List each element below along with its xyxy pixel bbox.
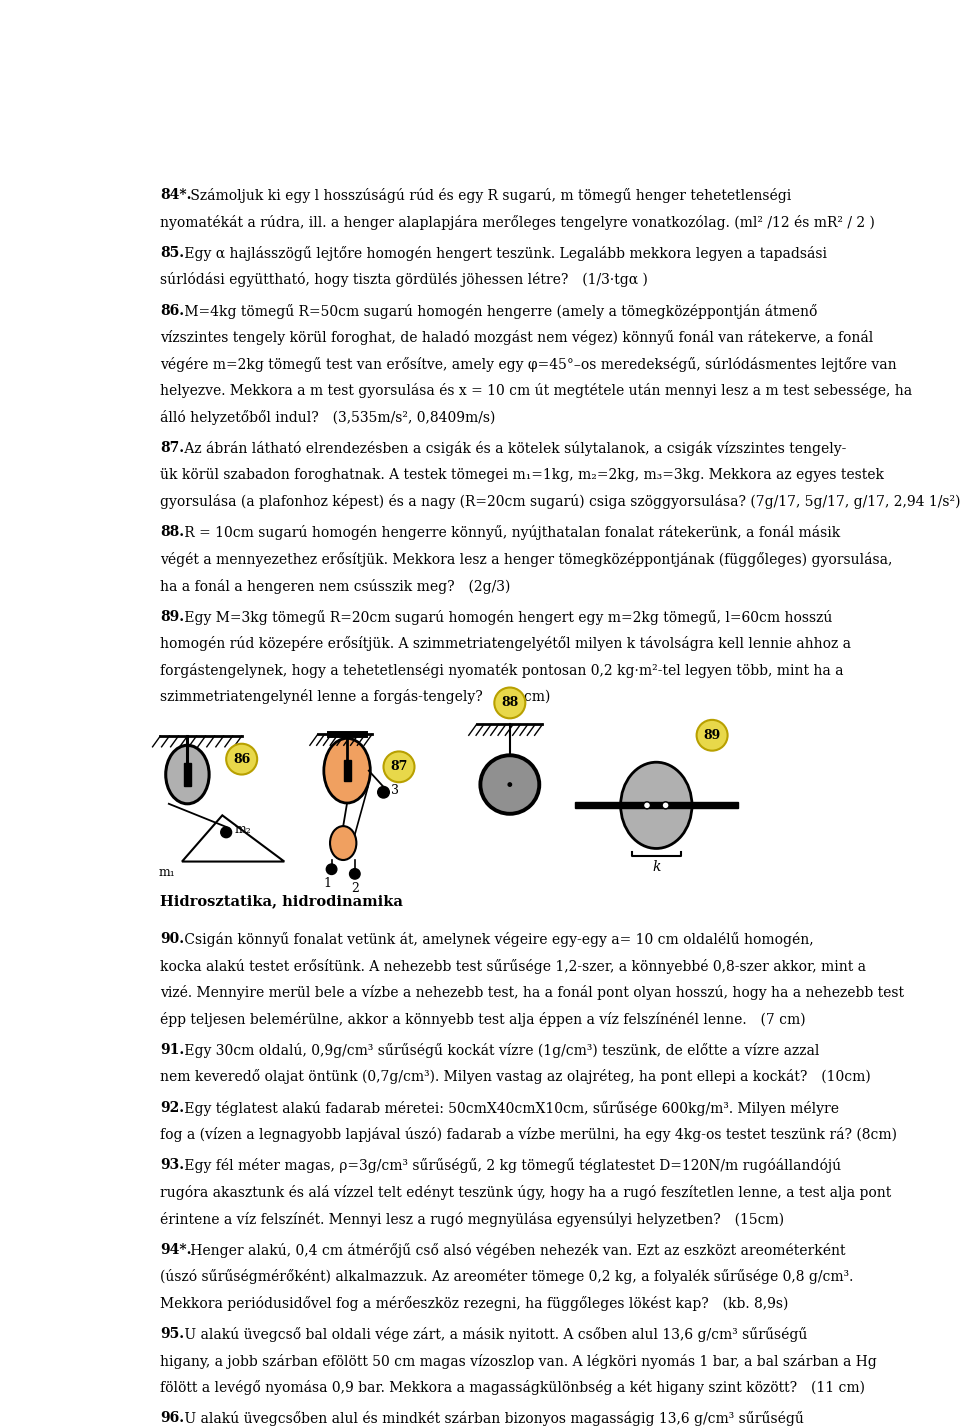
Bar bbox=[183, 763, 191, 786]
Circle shape bbox=[662, 802, 669, 809]
Text: 87: 87 bbox=[391, 761, 408, 773]
Text: Henger alakú, 0,4 cm átmérőjű cső alsó végében nehezék van. Ezt az eszközt areom: Henger alakú, 0,4 cm átmérőjű cső alsó v… bbox=[185, 1243, 845, 1257]
Circle shape bbox=[480, 755, 540, 813]
Text: 89: 89 bbox=[704, 729, 721, 742]
Text: érintene a víz felszínét. Mennyi lesz a rugó megnyülása egyensúlyi helyzetben? (: érintene a víz felszínét. Mennyi lesz a … bbox=[160, 1212, 784, 1227]
Text: M=4kg tömegű R=50cm sugarú homogén hengerre (amely a tömegközéppontján átmenő: M=4kg tömegű R=50cm sugarú homogén henge… bbox=[180, 304, 818, 318]
Ellipse shape bbox=[330, 826, 356, 860]
Text: 1: 1 bbox=[324, 878, 332, 890]
Text: nem keveredő olajat öntünk (0,7g/cm³). Milyen vastag az olajréteg, ha pont ellep: nem keveredő olajat öntünk (0,7g/cm³). M… bbox=[160, 1069, 871, 1085]
Text: U alakú üvegcsőben alul és mindkét szárban bizonyos magasságig 13,6 g/cm³ sűrűsé: U alakú üvegcsőben alul és mindkét szárb… bbox=[180, 1411, 804, 1427]
Ellipse shape bbox=[166, 745, 209, 803]
Text: 92.: 92. bbox=[160, 1100, 184, 1114]
Bar bbox=[344, 761, 350, 782]
Text: 88.: 88. bbox=[160, 525, 184, 539]
Circle shape bbox=[227, 743, 257, 775]
Ellipse shape bbox=[621, 762, 692, 849]
Text: Egy M=3kg tömegű R=20cm sugarú homogén hengert egy m=2kg tömegű, l=60cm hosszú: Egy M=3kg tömegű R=20cm sugarú homogén h… bbox=[180, 609, 832, 625]
Text: 2: 2 bbox=[351, 882, 359, 895]
Circle shape bbox=[326, 863, 337, 875]
Text: higany, a jobb szárban efölött 50 cm magas vízoszlop van. A légköri nyomás 1 bar: higany, a jobb szárban efölött 50 cm mag… bbox=[160, 1354, 877, 1368]
Circle shape bbox=[494, 688, 525, 718]
Circle shape bbox=[221, 826, 231, 838]
Text: szimmetriatengelynél lenne a forgás-tengely? (20 cm): szimmetriatengelynél lenne a forgás-teng… bbox=[160, 689, 551, 705]
Text: gyorsulása (a plafonhoz képest) és a nagy (R=20cm sugarú) csiga szöggyorsulása? : gyorsulása (a plafonhoz képest) és a nag… bbox=[160, 494, 960, 509]
Text: vizé. Mennyire merül bele a vízbe a nehezebb test, ha a fonál pont olyan hosszú,: vizé. Mennyire merül bele a vízbe a nehe… bbox=[160, 985, 904, 1000]
Text: fölött a levégő nyomása 0,9 bar. Mekkora a magasságkülönbség a két higany szint : fölött a levégő nyomása 0,9 bar. Mekkora… bbox=[160, 1380, 865, 1396]
Text: Mekkora periódusidővel fog a mérőeszköz rezegni, ha függőleges lökést kap? (kb. : Mekkora periódusidővel fog a mérőeszköz … bbox=[160, 1296, 789, 1311]
Text: helyezve. Mekkora a m test gyorsulása és x = 10 cm út megtétele után mennyi lesz: helyezve. Mekkora a m test gyorsulása és… bbox=[160, 384, 912, 398]
Text: homogén rúd közepére erősítjük. A szimmetriatengelyétől milyen k távolságra kell: homogén rúd közepére erősítjük. A szimme… bbox=[160, 636, 852, 651]
Text: Egy fél méter magas, ρ=3g/cm³ sűrűségű, 2 kg tömegű téglatestet D=120N/m rugóáll: Egy fél méter magas, ρ=3g/cm³ sűrűségű, … bbox=[180, 1159, 841, 1173]
Text: 84*.: 84*. bbox=[160, 188, 192, 203]
Text: 93.: 93. bbox=[160, 1159, 184, 1173]
Text: rugóra akasztunk és alá vízzel telt edényt teszünk úgy, hogy ha a rugó feszítetl: rugóra akasztunk és alá vízzel telt edén… bbox=[160, 1184, 892, 1200]
Text: 90.: 90. bbox=[160, 932, 184, 946]
Text: kocka alakú testet erősítünk. A nehezebb test sűrűsége 1,2-szer, a könnyebbé 0,8: kocka alakú testet erősítünk. A nehezebb… bbox=[160, 959, 866, 973]
Text: 96.: 96. bbox=[160, 1411, 184, 1426]
Text: U alakú üvegcső bal oldali vége zárt, a másik nyitott. A csőben alul 13,6 g/cm³ : U alakú üvegcső bal oldali vége zárt, a … bbox=[180, 1327, 807, 1341]
Text: súrlódási együttható, hogy tiszta gördülés jöhessen létre? (1/3·tgα ): súrlódási együttható, hogy tiszta gördül… bbox=[160, 273, 648, 287]
Text: R = 10cm sugarú homogén hengerre könnyű, nyújthatalan fonalat rátekerünk, a foná: R = 10cm sugarú homogén hengerre könnyű,… bbox=[180, 525, 840, 541]
Text: 94*.: 94*. bbox=[160, 1243, 192, 1257]
Text: vízszintes tengely körül foroghat, de haladó mozgást nem végez) könnyű fonál van: vízszintes tengely körül foroghat, de ha… bbox=[160, 330, 874, 345]
Text: álló helyzetőből indul? (3,535m/s², 0,8409m/s): álló helyzetőből indul? (3,535m/s², 0,84… bbox=[160, 410, 495, 425]
Text: végét a mennyezethez erősítjük. Mekkora lesz a henger tömegközéppontjának (függő: végét a mennyezethez erősítjük. Mekkora … bbox=[160, 552, 893, 567]
Text: 88: 88 bbox=[501, 696, 518, 709]
Text: 3: 3 bbox=[392, 785, 399, 798]
Circle shape bbox=[508, 783, 512, 786]
Text: (úszó sűrűségmérőként) alkalmazzuk. Az areométer tömege 0,2 kg, a folyalék sűrűs: (úszó sűrűségmérőként) alkalmazzuk. Az a… bbox=[160, 1269, 853, 1284]
Text: Egy 30cm oldalú, 0,9g/cm³ sűrűségű kockát vízre (1g/cm³) teszünk, de előtte a ví: Egy 30cm oldalú, 0,9g/cm³ sűrűségű kocká… bbox=[180, 1043, 820, 1057]
Text: 95.: 95. bbox=[160, 1327, 184, 1341]
Text: ük körül szabadon foroghatnak. A testek tömegei m₁=1kg, m₂=2kg, m₃=3kg. Mekkora : ük körül szabadon foroghatnak. A testek … bbox=[160, 468, 884, 482]
Text: 86.: 86. bbox=[160, 304, 184, 318]
Text: Egy téglatest alakú fadarab méretei: 50cmX40cmX10cm, sűrűsége 600kg/m³. Milyen m: Egy téglatest alakú fadarab méretei: 50c… bbox=[180, 1100, 839, 1116]
Text: 85.: 85. bbox=[160, 245, 184, 260]
Text: Számoljuk ki egy l hosszúságú rúd és egy R sugarú, m tömegű henger tehetetlenség: Számoljuk ki egy l hosszúságú rúd és egy… bbox=[185, 188, 791, 203]
Text: forgástengelynek, hogy a tehetetlenségi nyomaték pontosan 0,2 kg·m²-tel legyen t: forgástengelynek, hogy a tehetetlenségi … bbox=[160, 664, 844, 678]
Ellipse shape bbox=[324, 738, 371, 803]
Text: épp teljesen belemérülne, akkor a könnyebb test alja éppen a víz felszínénél len: épp teljesen belemérülne, akkor a könnye… bbox=[160, 1012, 806, 1026]
Text: Csigán könnyű fonalat vetünk át, amelynek végeire egy-egy a= 10 cm oldalélű homo: Csigán könnyű fonalat vetünk át, amelyne… bbox=[180, 932, 814, 948]
Text: Hidrosztatika, hidrodinamika: Hidrosztatika, hidrodinamika bbox=[160, 893, 403, 908]
Text: nyomatékát a rúdra, ill. a henger alaplapjára merőleges tengelyre vonatkozólag. : nyomatékát a rúdra, ill. a henger alapla… bbox=[160, 214, 876, 230]
Text: 87.: 87. bbox=[160, 441, 184, 455]
Circle shape bbox=[377, 786, 390, 798]
Text: 89.: 89. bbox=[160, 609, 184, 624]
Text: ha a fonál a hengeren nem csússzik meg? (2g/3): ha a fonál a hengeren nem csússzik meg? … bbox=[160, 578, 511, 594]
Text: fog a (vízen a legnagyobb lapjával úszó) fadarab a vízbe merülni, ha egy 4kg-os : fog a (vízen a legnagyobb lapjával úszó)… bbox=[160, 1127, 898, 1142]
Circle shape bbox=[697, 719, 728, 751]
Circle shape bbox=[383, 752, 415, 782]
Text: Az ábrán látható elrendezésben a csigák és a kötelek súlytalanok, a csigák vízsz: Az ábrán látható elrendezésben a csigák … bbox=[180, 441, 847, 457]
Text: 86: 86 bbox=[233, 752, 251, 766]
Text: k: k bbox=[652, 860, 660, 873]
Text: Egy α hajlásszögű lejtőre homogén hengert teszünk. Legalább mekkora legyen a tap: Egy α hajlásszögű lejtőre homogén henger… bbox=[180, 245, 828, 261]
Bar bbox=[575, 802, 737, 808]
Circle shape bbox=[643, 802, 651, 809]
Text: 91.: 91. bbox=[160, 1043, 184, 1057]
Circle shape bbox=[349, 869, 360, 879]
Text: m₁: m₁ bbox=[158, 866, 176, 879]
Text: m₂: m₂ bbox=[234, 823, 252, 836]
Text: végére m=2kg tömegű test van erősítve, amely egy φ=45°–os meredekségű, súrlódásm: végére m=2kg tömegű test van erősítve, a… bbox=[160, 357, 897, 372]
